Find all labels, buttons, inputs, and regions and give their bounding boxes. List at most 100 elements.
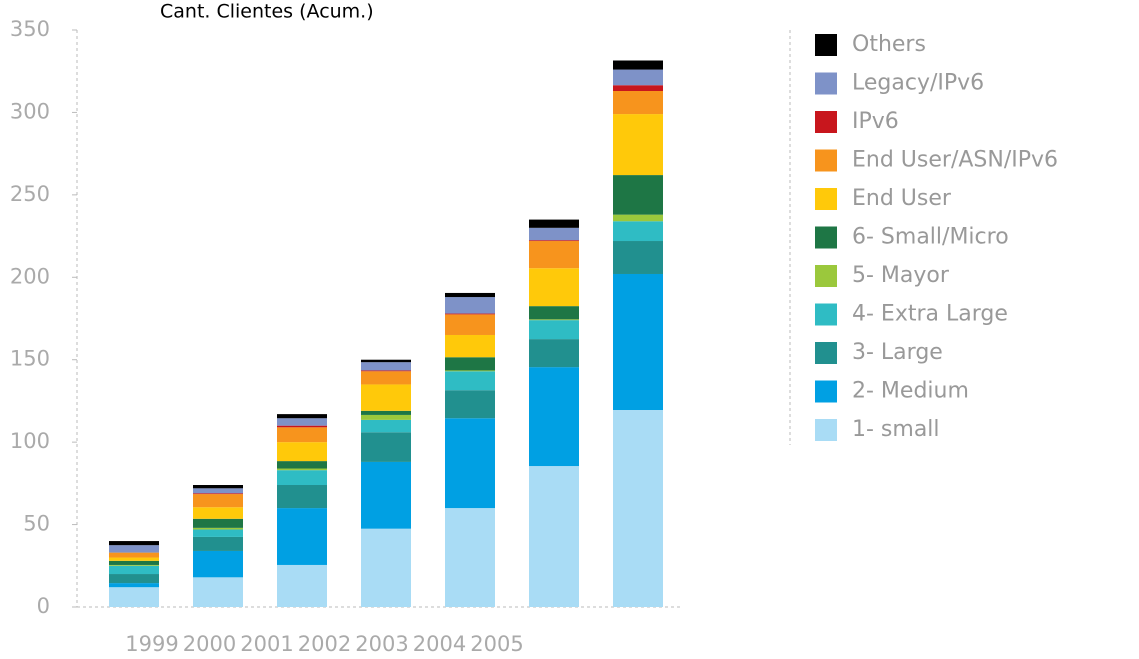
bar-segment — [277, 485, 327, 509]
legend-label: 5- Mayor — [852, 263, 950, 288]
bar-segment — [613, 69, 663, 86]
y-tick-label: 350 — [10, 17, 50, 41]
legend-swatch — [815, 111, 837, 133]
bar-segment — [445, 508, 495, 607]
bar-segment — [529, 241, 579, 269]
bar-segment — [361, 371, 411, 385]
bar-segment — [445, 370, 495, 372]
bar-segment — [529, 306, 579, 320]
bar-segment — [193, 488, 243, 494]
x-tick-label: 2001 — [240, 632, 293, 656]
bar-segment — [445, 371, 495, 391]
bar-segment — [109, 560, 159, 565]
x-tick-label: 2005 — [470, 632, 523, 656]
bar-segment — [109, 557, 159, 561]
bar-segment — [277, 564, 327, 607]
legend-swatch — [815, 342, 837, 364]
bar-segment — [193, 550, 243, 578]
bar-segment — [613, 241, 663, 274]
legend-swatch — [815, 188, 837, 210]
bar-segment — [361, 461, 411, 529]
legend-label: Legacy/IPv6 — [852, 71, 984, 96]
legend-label: 4- Extra Large — [852, 302, 1008, 327]
y-tick-label: 300 — [10, 99, 50, 123]
bar-segment — [613, 85, 663, 91]
bar-segment — [445, 292, 495, 298]
bar-segment — [109, 583, 159, 588]
bar-segment — [361, 359, 411, 363]
bar-segment — [529, 466, 579, 607]
y-tick-label: 100 — [10, 429, 50, 453]
bar-segment — [277, 418, 327, 426]
bar-segment — [529, 339, 579, 368]
y-tick-label: 250 — [10, 182, 50, 206]
bar-segment — [613, 60, 663, 70]
bar-segment — [361, 432, 411, 462]
x-tick-label: 2002 — [298, 632, 351, 656]
bar-segment — [445, 313, 495, 315]
bar-segment — [361, 384, 411, 411]
bar-segment — [277, 442, 327, 462]
bar-segment — [277, 470, 327, 486]
bar-segment — [613, 409, 663, 607]
bar-segment — [193, 507, 243, 519]
bar-segment — [109, 564, 159, 566]
bar-segment — [361, 419, 411, 433]
legend-label: End User/ASN/IPv6 — [852, 148, 1058, 173]
bar-segment — [277, 508, 327, 565]
bar-segment — [109, 541, 159, 546]
x-tick-label: 2004 — [413, 632, 466, 656]
bar-segment — [193, 494, 243, 508]
y-tick-label: 200 — [10, 264, 50, 288]
bar-segment — [109, 587, 159, 607]
bar-segment — [529, 268, 579, 307]
bar-segment — [109, 565, 159, 575]
bar-segment — [193, 536, 243, 551]
bar-segment — [529, 219, 579, 228]
bar-segment — [445, 334, 495, 358]
legend-swatch — [815, 265, 837, 287]
bar-segment — [109, 552, 159, 558]
chart-title: Cant. Clientes (Acum.) — [160, 1, 374, 23]
bar-segment — [109, 545, 159, 553]
bar-segment — [193, 485, 243, 489]
bar-segment — [613, 114, 663, 176]
bar-segment — [193, 529, 243, 537]
bar-segment — [613, 90, 663, 115]
legend-swatch — [815, 419, 837, 441]
bar-segment — [613, 175, 663, 215]
bar-segment — [445, 390, 495, 419]
bar-segment — [529, 367, 579, 467]
bar-segment — [445, 297, 495, 314]
bar-segment — [613, 221, 663, 242]
legend-swatch — [815, 226, 837, 249]
bar-segment — [277, 425, 327, 428]
legend-label: 3- Large — [852, 340, 943, 365]
bar-segment — [193, 577, 243, 607]
legend-label: IPv6 — [852, 109, 899, 134]
x-tick-label: 2000 — [183, 632, 236, 656]
bar-segment — [529, 240, 579, 242]
bar-segment — [613, 273, 663, 410]
y-tick-label: 0 — [37, 594, 50, 618]
legend-swatch — [815, 34, 837, 56]
bar-segment — [109, 574, 159, 584]
bar-segment — [361, 362, 411, 371]
bar-segment — [193, 493, 243, 495]
bar-segment — [277, 427, 327, 443]
bar-segment — [361, 370, 411, 372]
bar-segment — [529, 319, 579, 321]
legend-swatch — [815, 149, 837, 172]
bar-segment — [193, 527, 243, 530]
bar-segment — [613, 214, 663, 222]
legend-label: Others — [852, 32, 926, 57]
x-tick-label: 2003 — [355, 632, 408, 656]
bar-segment — [277, 414, 327, 419]
bar-segment — [445, 314, 495, 335]
legend-swatch — [815, 380, 837, 403]
legend-swatch — [815, 72, 837, 95]
x-tick-label: 1999 — [125, 632, 178, 656]
bar-segment — [361, 528, 411, 607]
legend-label: End User — [852, 186, 952, 211]
